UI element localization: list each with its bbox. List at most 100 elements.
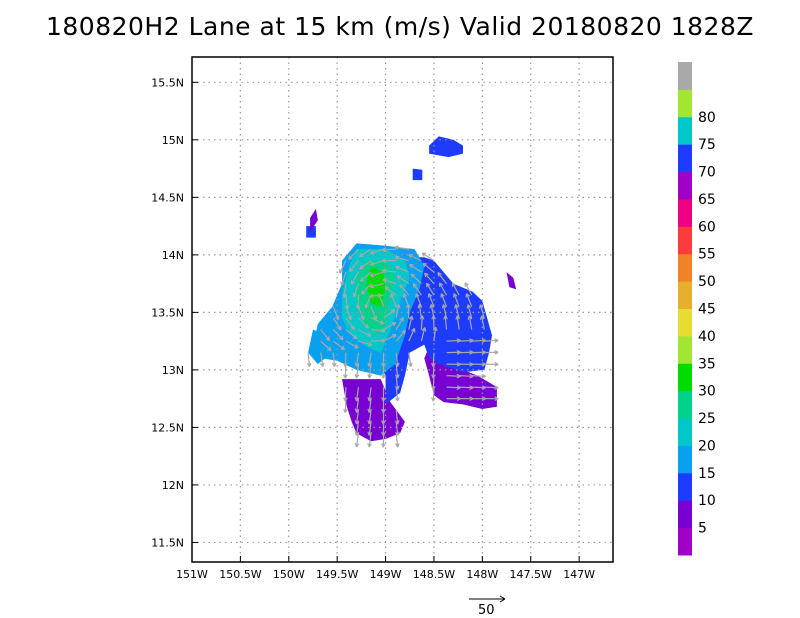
colorbar-swatch — [678, 335, 692, 364]
wind-vector — [320, 340, 332, 352]
wind-vector — [306, 352, 312, 367]
wind-vector — [350, 271, 359, 285]
colorbar-label: 20 — [698, 438, 716, 454]
wind-vector — [367, 352, 372, 367]
colorbar-swatch — [678, 144, 692, 173]
wind-vector — [394, 410, 400, 425]
wind-vector — [384, 286, 397, 296]
wind-vector — [343, 387, 348, 402]
colorbar-label: 5 — [698, 521, 707, 537]
wind-vector — [342, 283, 347, 298]
wind-vector — [409, 263, 422, 273]
reference-vector: 50 — [469, 595, 506, 618]
x-tick-label: 149W — [370, 568, 402, 581]
x-tick-label: 149.5W — [316, 568, 358, 581]
x-tick-label: 148W — [466, 568, 498, 581]
colorbar-label: 50 — [698, 274, 716, 290]
wind-vector — [484, 350, 499, 355]
colorbar-label: 65 — [698, 192, 716, 208]
colorbar-label: 60 — [698, 219, 716, 235]
wind-vector — [425, 282, 435, 296]
wind-vector — [367, 410, 372, 425]
wind-vector — [427, 293, 435, 307]
wind-vector — [438, 282, 448, 296]
wind-vector — [464, 282, 473, 296]
colorbar-label: 10 — [698, 493, 716, 509]
wind-vector — [441, 304, 448, 319]
colorbar-label: 35 — [698, 356, 716, 372]
wind-vector — [479, 304, 485, 319]
wind-vector — [367, 387, 372, 402]
wind-vector — [465, 293, 473, 307]
y-tick-label: 13.5N — [151, 306, 184, 319]
colorbar-label: 15 — [698, 466, 716, 482]
wind-vector — [345, 340, 359, 349]
y-tick-label: 11.5N — [151, 536, 184, 549]
colorbar-swatch — [678, 253, 692, 282]
wind-vector — [359, 271, 372, 282]
wind-vector — [395, 265, 410, 273]
wind-vector — [420, 327, 427, 342]
reference-arrowhead — [499, 595, 506, 603]
y-tick-label: 12N — [162, 479, 184, 492]
wind-vector — [369, 260, 384, 267]
wind-vector — [408, 327, 416, 342]
colorbar-swatch — [678, 527, 692, 556]
x-tick-label: 150W — [273, 568, 305, 581]
wind-vector — [383, 334, 397, 342]
wind-vector — [381, 387, 386, 402]
wind-vector — [395, 316, 404, 330]
colorbar-swatch — [678, 198, 692, 227]
colorbar-swatch — [678, 226, 692, 255]
wind-vector — [381, 352, 386, 367]
wind-vector — [399, 283, 410, 296]
wind-vector — [357, 306, 365, 321]
colorbar-swatch — [678, 390, 692, 419]
colorbar-label: 75 — [698, 137, 716, 153]
wind-vector — [440, 293, 448, 307]
wind-vector — [484, 385, 499, 390]
wind-vector — [332, 340, 346, 351]
wind-vector — [358, 248, 372, 258]
y-tick-label: 14N — [162, 249, 184, 262]
wind-vector — [408, 253, 422, 262]
wind-vector — [369, 293, 384, 299]
wind-vector — [410, 273, 422, 285]
wind-vector — [349, 260, 359, 273]
wind-vector — [354, 421, 360, 436]
wind-region-6 — [506, 272, 517, 290]
wind-vector — [344, 295, 350, 310]
wind-vector — [358, 329, 372, 337]
wind-speed-field — [306, 136, 517, 442]
wind-vector — [394, 245, 409, 250]
wind-vector — [396, 275, 410, 285]
wind-vector — [370, 328, 386, 333]
colorbar-swatch — [678, 171, 692, 200]
wind-vector — [466, 304, 473, 319]
wind-vector — [402, 293, 410, 307]
wind-vector — [370, 306, 378, 321]
wind-vector — [343, 352, 348, 367]
wind-vector — [395, 303, 401, 319]
wind-vector — [354, 387, 360, 402]
wind-vector — [358, 317, 369, 329]
y-tick-label: 12.5N — [151, 421, 184, 434]
wind-vector — [381, 268, 397, 274]
wind-region-7 — [310, 208, 318, 232]
wind-region-3 — [429, 136, 463, 158]
wind-vector — [484, 338, 499, 343]
wind-vector — [340, 271, 347, 286]
x-tick-label: 148.5W — [413, 568, 455, 581]
wind-vector — [471, 373, 486, 379]
wind-vectors — [306, 245, 499, 448]
wind-vector — [345, 317, 355, 330]
colorbar-swatch — [678, 89, 692, 118]
wind-vector — [355, 295, 361, 310]
wind-vector — [320, 329, 331, 341]
wind-vector — [367, 421, 372, 436]
wind-vector — [452, 293, 460, 307]
colorbar-swatch — [678, 281, 692, 309]
wind-vector — [394, 352, 400, 367]
wind-vector — [339, 260, 347, 274]
